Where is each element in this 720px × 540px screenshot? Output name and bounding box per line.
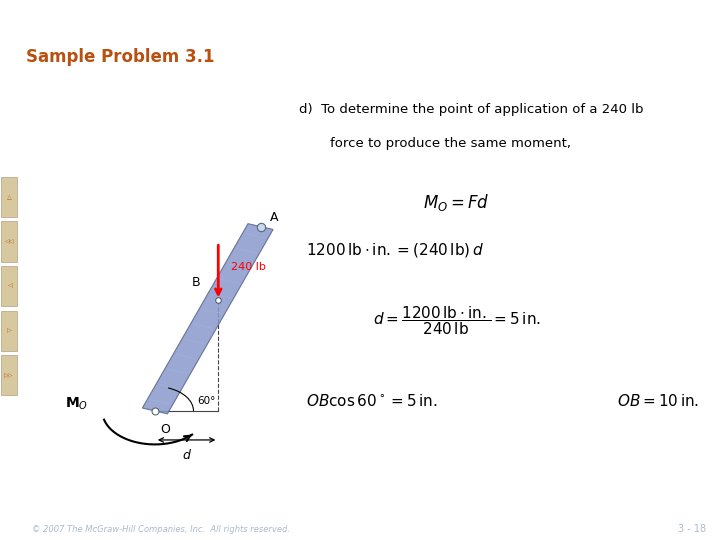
Text: $d = \dfrac{1200\,\mathrm{lb \cdot in.}}{240\,\mathrm{lb}} = 5\,\mathrm{in.}$: $d = \dfrac{1200\,\mathrm{lb \cdot in.}}… [373,304,541,337]
Text: 240 lb: 240 lb [231,262,266,272]
Polygon shape [143,224,273,414]
Text: $M_O = Fd$: $M_O = Fd$ [423,192,490,213]
FancyBboxPatch shape [1,310,17,351]
Text: $OB\cos 60^\circ = 5\,\mathrm{in.}$: $OB\cos 60^\circ = 5\,\mathrm{in.}$ [306,393,437,409]
FancyBboxPatch shape [1,355,17,395]
Text: d)  To determine the point of application of a 240 lb: d) To determine the point of application… [299,103,643,116]
Text: Sample Problem 3.1: Sample Problem 3.1 [27,48,215,66]
Text: ▷: ▷ [6,328,12,333]
Text: 3 - 18: 3 - 18 [678,524,706,534]
Text: ▷▷: ▷▷ [4,373,14,378]
Text: A: A [270,211,278,224]
Text: Vector Mechanics for Engineers: Statics: Vector Mechanics for Engineers: Statics [27,8,618,34]
Text: $OB = 10\,\mathrm{in.}$: $OB = 10\,\mathrm{in.}$ [617,393,699,409]
Text: ◁: ◁ [6,284,12,288]
Text: $d$: $d$ [181,448,192,462]
Text: 60°: 60° [197,396,215,406]
FancyBboxPatch shape [1,266,17,306]
Text: B: B [192,276,201,289]
Text: $\mathbf{M}_O$: $\mathbf{M}_O$ [65,396,89,413]
Text: © 2007 The McGraw-Hill Companies, Inc.  All rights reserved.: © 2007 The McGraw-Hill Companies, Inc. A… [32,524,290,534]
FancyBboxPatch shape [1,177,17,217]
Text: ◁◁: ◁◁ [4,239,14,244]
Text: $1200\,\mathrm{lb \cdot in.} = (240\,\mathrm{lb})\,d$: $1200\,\mathrm{lb \cdot in.} = (240\,\ma… [306,241,484,260]
Text: O: O [161,423,171,436]
FancyBboxPatch shape [1,221,17,261]
Text: force to produce the same moment,: force to produce the same moment, [330,137,572,150]
Text: Eighth
Edition: Eighth Edition [4,16,14,33]
Text: Mc
Graw
Hill: Mc Graw Hill [4,522,14,536]
Text: △: △ [6,194,12,199]
